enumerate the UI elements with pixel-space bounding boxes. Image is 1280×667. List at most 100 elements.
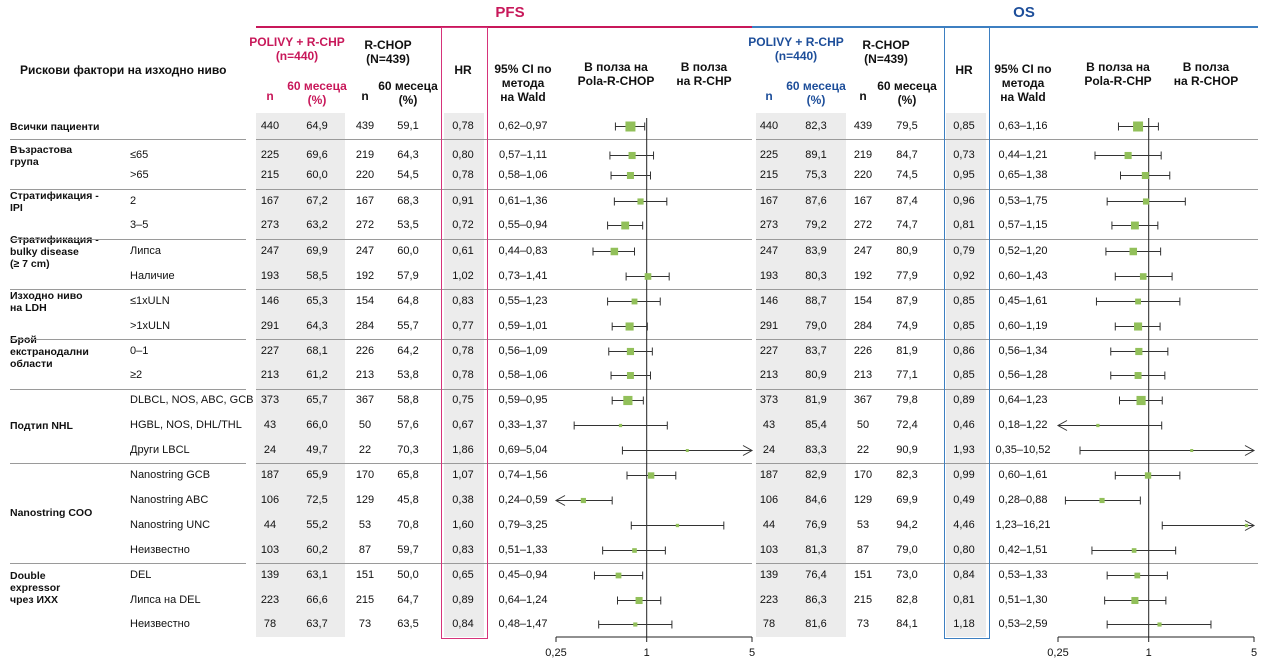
os-pct-b-cell: 84,7 [896,149,918,161]
pfs-n-a-header: n [266,89,274,103]
group-label-3-1: bulky disease [10,246,79,258]
pfs-hr-text-cell: 0,83 [452,544,474,556]
pfs-hr-shade [444,113,484,637]
pfs-hr-text-cell: 0,67 [452,419,474,431]
os-hr-text-cell: 0,89 [953,394,975,406]
pfs-n-a-cell: 78 [263,618,277,630]
os-arm-a-header-line-0: POLIVY + R-CHP [748,35,844,49]
os-pct-b-cell: 80,9 [896,245,918,257]
pfs-hr-text-cell: 0,61 [452,245,474,257]
group-label-6-0: Подтип NHL [10,420,73,432]
subgroup-label: Nanostring ABC [130,494,209,506]
pfs-pct-b-cell: 58,8 [397,394,419,406]
os-hr-marker [1141,171,1149,180]
pfs-pct-b-cell: 68,3 [397,195,419,207]
pfs-x-tick-label: 5 [749,647,755,659]
os-pct-b-cell: 90,9 [896,444,918,456]
os-arm-a-header-line-1: (n=440) [774,49,818,63]
os-n-a-cell: 223 [759,594,779,606]
os-n-a-cell: 78 [762,618,776,630]
pfs-n-b-cell: 367 [355,394,375,406]
os-ci-text-cell: 0,44–1,21 [998,149,1048,161]
os-hr-marker [1099,497,1105,504]
os-n-a-cell: 24 [762,444,776,456]
pfs-pct-b-cell: 64,2 [397,345,419,357]
pfs-n-a-cell: 373 [260,394,280,406]
pfs-ci-text-cell: 0,64–1,24 [498,594,548,606]
os-ci-arrow-high [1244,520,1256,531]
group-label-5-0: Брой [10,334,37,346]
pfs-pct-a-cell: 63,7 [306,618,328,630]
pfs-hr-marker [626,347,635,356]
pfs-n-a-cell: 43 [263,419,277,431]
pfs-n-a-cell: 223 [260,594,280,606]
os-hr-marker [1134,322,1143,331]
os-n-a-cell: 187 [759,469,779,481]
os-n-a-cell: 193 [759,270,779,282]
os-hr-marker [1135,347,1143,356]
subgroup-label: Неизвестно [130,618,190,630]
subgroup-label: Nanostring UNC [130,519,211,531]
pfs-n-b-cell: 73 [358,618,372,630]
pfs-pct-b-header-line-0: 60 месеца [378,79,438,93]
pfs-pct-a-cell: 65,3 [306,295,328,307]
os-pct-a-cell: 76,9 [805,519,827,531]
os-hr-marker [1130,221,1139,230]
os-hr-text-cell: 0,84 [953,569,975,581]
pfs-pct-a-cell: 72,5 [306,494,328,506]
group-label-2-0: Стратификация - [10,190,99,202]
pfs-pct-a-cell: 58,5 [306,270,328,282]
pfs-ci-arrow-high [742,445,754,456]
pfs-pct-b-cell: 53,8 [397,369,419,381]
row-separator-7-2 [756,563,1258,564]
os-pct-a-cell: 80,3 [805,270,827,282]
os-n-b-cell: 439 [853,120,873,132]
os-hr-shade [946,113,986,637]
pfs-n-b-cell: 215 [355,594,375,606]
row-separator-2-0 [10,239,246,240]
os-n-b-cell: 192 [853,270,873,282]
row-separator-6-0 [10,463,246,464]
group-label-8-0: Double [10,570,46,582]
os-hr-text-cell: 0,81 [953,594,975,606]
os-hr-marker [1190,449,1194,452]
pfs-n-a-cell: 247 [260,245,280,257]
os-hr-text-cell: 0,95 [953,169,975,181]
pfs-n-a-cell: 44 [263,519,277,531]
os-pct-a-cell: 75,3 [805,169,827,181]
pfs-n-a-cell: 193 [260,270,280,282]
os-pct-a-cell: 79,0 [805,320,827,332]
pfs-pct-a-cell: 65,9 [306,469,328,481]
row-separator-5-0 [10,389,246,390]
pfs-hr-text-cell: 1,60 [452,519,474,531]
subgroup-label: ≤65 [130,149,149,161]
pfs-section-title: PFS [495,4,525,21]
pfs-hr-marker [647,472,655,479]
pfs-pct-b-cell: 65,8 [397,469,419,481]
os-hr-marker [1139,273,1147,280]
os-pct-b-cell: 74,9 [896,320,918,332]
pfs-hr-marker [644,273,652,280]
pfs-n-b-cell: 247 [355,245,375,257]
pfs-pct-b-cell: 57,9 [397,270,419,282]
os-n-a-cell: 44 [762,519,776,531]
pfs-n-b-cell: 170 [355,469,375,481]
os-n-b-cell: 151 [853,569,873,581]
pfs-ci-text-cell: 0,45–0,94 [498,569,548,581]
os-section-title: OS [1013,4,1035,21]
os-pct-b-cell: 79,0 [896,544,918,556]
pfs-hr-marker [675,523,680,528]
pfs-ci-text-cell: 0,73–1,41 [498,270,548,282]
group-label-5-2: области [10,358,53,370]
os-pct-b-cell: 82,8 [896,594,918,606]
os-ci-text-cell: 0,28–0,88 [998,494,1048,506]
os-pct-a-cell: 82,3 [805,120,827,132]
os-pct-b-cell: 79,5 [896,120,918,132]
pfs-hr-marker [631,298,638,305]
row-separator-0-1 [256,139,752,140]
os-hr-highlight-box [944,27,990,639]
os-n-b-cell: 50 [856,419,870,431]
pfs-pct-b-cell: 60,0 [397,245,419,257]
group-label-0-0: Всички пациенти [10,121,100,133]
pfs-n-b-cell: 154 [355,295,375,307]
